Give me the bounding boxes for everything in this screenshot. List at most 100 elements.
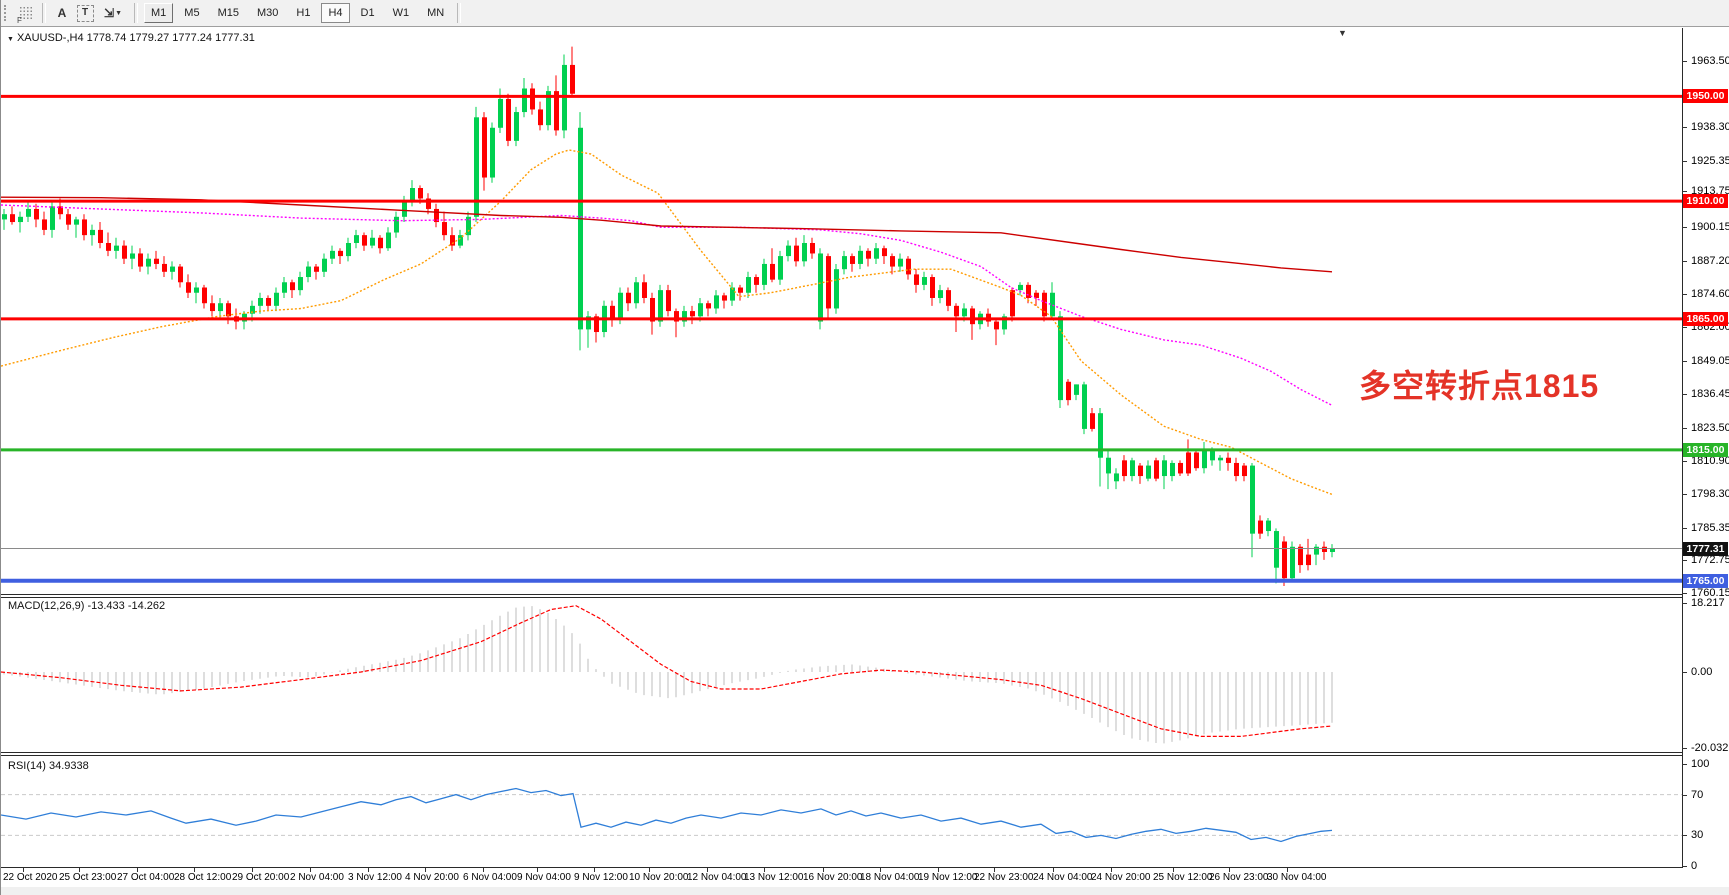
rsi-tick-label: 0 <box>1691 860 1698 872</box>
price-tick-mark <box>1682 361 1687 362</box>
price-level-badge: 1815.00 <box>1683 443 1728 457</box>
timeframe-button-h1[interactable]: H1 <box>296 7 311 19</box>
time-tick-mark <box>23 868 24 872</box>
rsi-panel[interactable] <box>1 756 1682 867</box>
price-tick-mark <box>1682 560 1687 561</box>
price-tick-label: 1798.30 <box>1691 488 1729 500</box>
macd-tick-label: 18.217 <box>1691 597 1725 609</box>
price-tick-mark <box>1682 593 1687 594</box>
time-tick-label: 28 Oct 12:00 <box>174 872 232 883</box>
time-tick-label: 9 Nov 12:00 <box>574 872 628 883</box>
macd-tick-mark <box>1682 672 1687 673</box>
price-tick-mark <box>1682 528 1687 529</box>
time-tick-mark <box>483 868 484 872</box>
time-tick-label: 2 Nov 04:00 <box>290 872 344 883</box>
time-tick-label: 16 Nov 20:00 <box>803 872 863 883</box>
rsi-tick-label: 30 <box>1691 829 1704 841</box>
chart-shift-marker-icon[interactable]: ▼ <box>1338 28 1347 38</box>
timeframe-button-m15[interactable]: M15 <box>217 7 239 19</box>
price-tick-label: 1785.35 <box>1691 522 1729 534</box>
price-level-badge: 1950.00 <box>1683 89 1728 103</box>
time-tick-mark <box>310 868 311 872</box>
timeframe-button-w1[interactable]: W1 <box>392 7 410 19</box>
time-tick-mark <box>368 868 369 872</box>
time-tick-mark <box>194 868 195 872</box>
price-tick-label: 1887.20 <box>1691 255 1729 267</box>
panel-divider <box>1 597 1683 598</box>
time-tick-mark <box>1111 868 1112 872</box>
panel-divider[interactable] <box>1 594 1683 595</box>
price-tick-label: 1938.30 <box>1691 121 1729 133</box>
price-tick-mark <box>1682 191 1687 192</box>
time-tick-mark <box>880 868 881 872</box>
price-tick-label: 1925.35 <box>1691 155 1729 167</box>
time-tick-mark <box>707 868 708 872</box>
time-tick-label: 22 Oct 2020 <box>3 872 58 883</box>
toolbar-separator <box>42 3 46 23</box>
time-tick-label: 29 Oct 20:00 <box>232 872 290 883</box>
price-tick-label: 1963.50 <box>1691 55 1729 67</box>
chart-annotation-text: 多空转折点1815 <box>1359 368 1600 404</box>
rsi-label: RSI(14) 34.9338 <box>8 760 89 772</box>
time-tick-mark <box>938 868 939 872</box>
macd-tick-label: 0.00 <box>1691 666 1713 678</box>
price-tick-label: 1760.15 <box>1691 587 1729 599</box>
rsi-tick-label: 70 <box>1691 789 1704 801</box>
panel-divider <box>1 755 1683 756</box>
time-tick-label: 18 Nov 04:00 <box>860 872 920 883</box>
timeframe-button-m5[interactable]: M5 <box>184 7 200 19</box>
timeframe-button-h4[interactable]: H4 <box>321 3 350 23</box>
time-tick-mark <box>1229 868 1230 872</box>
price-tick-label: 1772.75 <box>1691 554 1729 566</box>
price-tick-mark <box>1682 461 1687 462</box>
time-tick-mark <box>649 868 650 872</box>
time-tick-mark <box>79 868 80 872</box>
arrow-tools-button[interactable]: ⇲ ▼ <box>98 3 128 23</box>
macd-panel[interactable] <box>1 598 1682 752</box>
macd-tick-label: -20.032 <box>1691 742 1729 754</box>
timeframe-button-row: M1 M5 M15 M30 H1 H4 D1 W1 MN <box>144 3 451 23</box>
symbol-quote-line: ▼ XAUUSD-,H4 1778.74 1779.27 1777.24 1777… <box>7 32 255 44</box>
time-tick-mark <box>1053 868 1054 872</box>
time-tick-label: 4 Nov 20:00 <box>405 872 459 883</box>
toolbar-grip[interactable] <box>4 5 11 21</box>
time-tick-mark <box>252 868 253 872</box>
rsi-tick-mark <box>1682 764 1687 765</box>
price-tick-label: 1810.90 <box>1691 455 1729 467</box>
time-tick-label: 19 Nov 12:00 <box>918 872 978 883</box>
time-tick-label: 27 Oct 04:00 <box>117 872 175 883</box>
price-level-badge: 1865.00 <box>1683 312 1728 326</box>
time-tick-label: 26 Nov 23:00 <box>1209 872 1269 883</box>
panel-divider <box>1 867 1683 868</box>
price-level-badge: 1777.31 <box>1683 542 1728 556</box>
price-tick-mark <box>1682 494 1687 495</box>
timeframe-button-m1[interactable]: M1 <box>144 3 174 23</box>
price-tick-mark <box>1682 61 1687 62</box>
price-tick-mark <box>1682 127 1687 128</box>
time-tick-label: 24 Nov 04:00 <box>1033 872 1093 883</box>
price-tick-mark <box>1682 261 1687 262</box>
price-level-badge: 1910.00 <box>1683 194 1728 208</box>
timeframe-button-m30[interactable]: M30 <box>256 7 279 19</box>
time-tick-label: 9 Nov 04:00 <box>517 872 571 883</box>
time-tick-label: 10 Nov 20:00 <box>629 872 689 883</box>
timeframe-button-d1[interactable]: D1 <box>360 7 375 19</box>
chevron-down-icon[interactable]: ▼ <box>115 9 122 17</box>
main-chart-area[interactable] <box>1 28 1682 594</box>
insert-text-button[interactable]: A <box>57 6 67 20</box>
collapse-triangle-icon[interactable]: ▼ <box>7 36 14 43</box>
arrows-icon: ⇲ <box>104 6 115 20</box>
price-tick-mark <box>1682 294 1687 295</box>
text-label-button[interactable]: T <box>75 3 95 23</box>
time-tick-label: 22 Nov 23:00 <box>974 872 1034 883</box>
timeframe-button-mn[interactable]: MN <box>427 7 445 19</box>
time-tick-mark <box>537 868 538 872</box>
panel-divider[interactable] <box>1 752 1683 753</box>
price-tick-mark <box>1682 161 1687 162</box>
time-tick-label: 12 Nov 04:00 <box>687 872 747 883</box>
toolbar: F A T ⇲ ▼ M1 M5 M15 M30 H1 H4 D1 W1 MN <box>1 0 1729 27</box>
template-grid-icon[interactable]: F <box>16 3 36 25</box>
price-tick-mark <box>1682 327 1687 328</box>
price-tick-mark <box>1682 394 1687 395</box>
